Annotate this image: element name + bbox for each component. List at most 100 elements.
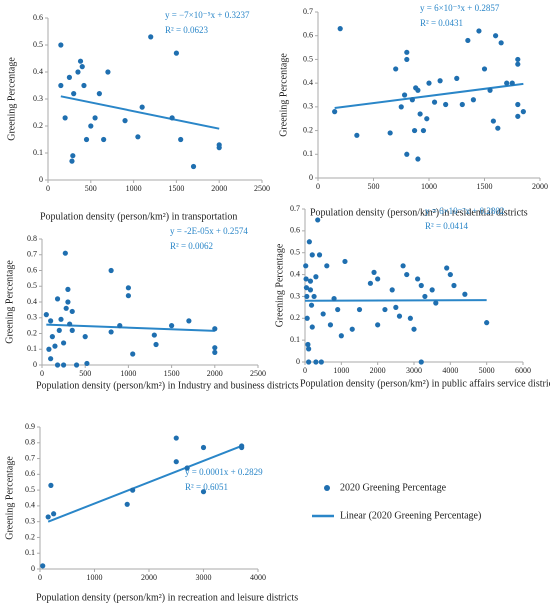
- point: [125, 293, 131, 299]
- y-tick-label: 0.6: [290, 226, 300, 235]
- point: [354, 132, 360, 138]
- point: [184, 465, 190, 471]
- y-tick-label: 0.4: [303, 78, 313, 87]
- point: [63, 305, 69, 311]
- point: [308, 302, 315, 308]
- point: [173, 50, 179, 56]
- point: [404, 151, 410, 157]
- x-tick-label: 2500: [250, 369, 266, 378]
- point: [108, 329, 114, 335]
- y-tick-label: 0.3: [25, 516, 35, 525]
- point: [476, 28, 482, 34]
- point: [306, 239, 312, 245]
- x-tick-label: 2000: [207, 369, 223, 378]
- point: [303, 263, 309, 269]
- x-tick-label: 1000: [120, 369, 136, 378]
- point: [92, 115, 98, 121]
- point: [101, 136, 107, 143]
- point: [169, 115, 175, 121]
- y-tick-label: 0.3: [290, 291, 300, 300]
- y-tick-label: 0.4: [33, 67, 43, 76]
- point: [45, 514, 51, 520]
- point: [173, 435, 179, 441]
- y-tick-label: 0.8: [25, 438, 35, 447]
- x-tick-label: 2000: [532, 182, 548, 191]
- point: [415, 87, 421, 93]
- point: [125, 285, 131, 291]
- point: [200, 444, 207, 451]
- point: [46, 346, 52, 352]
- point: [65, 299, 71, 305]
- point: [398, 104, 404, 110]
- equation: y = -2E-05x + 0.2574: [170, 226, 248, 236]
- point: [342, 258, 348, 265]
- y-tick-label: 0.1: [27, 344, 37, 353]
- point: [313, 359, 319, 365]
- x-tick-label: 500: [79, 369, 91, 378]
- point: [190, 163, 197, 170]
- point: [429, 287, 435, 293]
- x-axis-label: Population density (person/km²) in recre…: [36, 592, 298, 603]
- y-tick-label: 0.1: [33, 148, 43, 157]
- equation: y = 0.0001x + 0.2829: [185, 467, 263, 477]
- point: [382, 306, 388, 313]
- point: [108, 267, 114, 274]
- point: [173, 459, 179, 465]
- point: [62, 250, 68, 256]
- point: [124, 501, 130, 507]
- point: [306, 359, 312, 365]
- x-tick-label: 0: [316, 182, 320, 191]
- point: [73, 362, 80, 368]
- point: [316, 252, 323, 258]
- y-tick-label: 0.7: [303, 7, 313, 16]
- point: [67, 321, 73, 327]
- point: [481, 66, 488, 72]
- point: [81, 82, 87, 89]
- point: [40, 563, 46, 569]
- point: [454, 75, 460, 81]
- y-tick-label: 0.5: [25, 485, 35, 494]
- point: [77, 58, 84, 64]
- y-axis-label: Greening Percentage: [274, 243, 285, 327]
- point: [61, 340, 67, 346]
- y-tick-label: 0: [31, 564, 35, 573]
- y-axis-label: Greening Percentage: [6, 57, 17, 141]
- point: [212, 349, 218, 355]
- point: [318, 359, 324, 365]
- point: [418, 282, 424, 289]
- point: [71, 91, 77, 97]
- x-tick-label: 1500: [477, 182, 493, 191]
- point: [484, 320, 490, 326]
- point: [437, 78, 443, 84]
- y-tick-label: 0: [309, 173, 313, 182]
- x-tick-label: 0: [40, 369, 44, 378]
- x-tick-label: 3000: [196, 573, 212, 582]
- point: [130, 351, 136, 357]
- point: [462, 291, 468, 297]
- point: [520, 109, 526, 115]
- point: [320, 311, 326, 317]
- point: [415, 156, 421, 162]
- r-squared: R² = 0.0431: [420, 18, 463, 28]
- point: [349, 326, 355, 332]
- y-tick-label: 0: [39, 175, 43, 184]
- x-axis-label: Population density (person/km²) in Indus…: [36, 380, 299, 391]
- y-tick-label: 0.2: [290, 313, 300, 322]
- y-axis-label: Greening Percentage: [278, 53, 289, 137]
- r-squared: R² = 0.0062: [170, 241, 213, 251]
- point: [96, 91, 102, 97]
- y-tick-label: 0.1: [303, 149, 313, 158]
- point: [515, 61, 521, 67]
- x-tick-label: 6000: [515, 366, 531, 375]
- x-tick-label: 1500: [168, 184, 184, 193]
- point: [311, 293, 317, 300]
- point: [54, 296, 61, 302]
- point: [51, 511, 57, 517]
- point: [139, 104, 145, 110]
- point: [327, 322, 334, 328]
- point: [393, 304, 399, 310]
- point: [404, 56, 410, 63]
- point: [338, 333, 344, 339]
- x-tick-label: 3000: [406, 366, 422, 375]
- point: [443, 101, 449, 108]
